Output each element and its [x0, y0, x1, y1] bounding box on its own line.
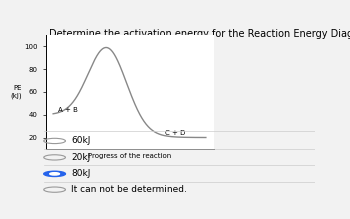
Circle shape	[44, 171, 65, 177]
Text: 20kJ: 20kJ	[71, 153, 90, 162]
Text: It can not be determined.: It can not be determined.	[71, 185, 187, 194]
Y-axis label: PE
(kJ): PE (kJ)	[10, 85, 22, 99]
X-axis label: Progress of the reaction: Progress of the reaction	[88, 153, 171, 159]
Text: C + D: C + D	[164, 130, 185, 136]
Text: Determine the activation energy for the Reaction Energy Diagram below:: Determine the activation energy for the …	[49, 29, 350, 39]
Text: A + B: A + B	[58, 108, 78, 113]
Circle shape	[50, 173, 60, 175]
Text: 60kJ: 60kJ	[71, 136, 90, 145]
Text: 80kJ: 80kJ	[71, 169, 90, 178]
